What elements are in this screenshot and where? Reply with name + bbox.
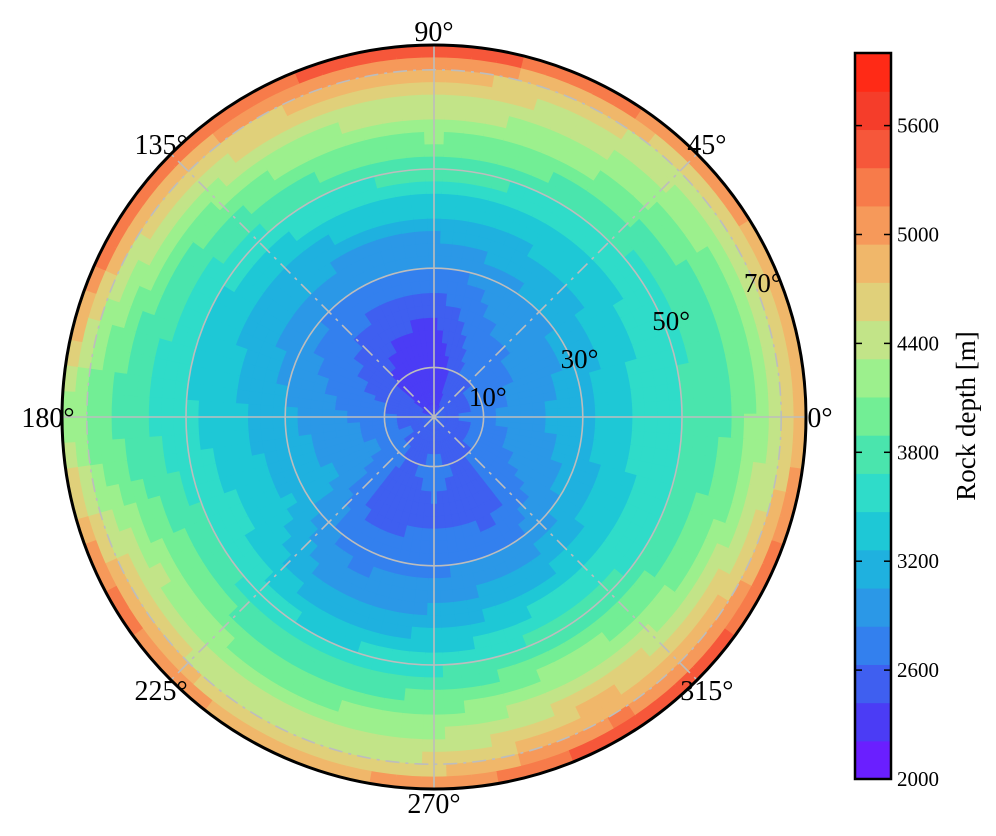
colorbar-band bbox=[855, 435, 891, 474]
polar-grid bbox=[62, 45, 806, 789]
colorbar-bands bbox=[855, 53, 891, 780]
colorbar-tick-label: 2600 bbox=[897, 658, 939, 682]
azimuth-gridline bbox=[170, 153, 435, 418]
colorbar-band bbox=[855, 702, 891, 742]
azimuth-label: 135° bbox=[134, 130, 187, 161]
azimuth-label: 0° bbox=[807, 403, 832, 434]
colorbar-label: Rock depth [m] bbox=[951, 331, 981, 500]
radial-label: 70° bbox=[744, 268, 782, 298]
colorbar-band bbox=[855, 549, 891, 589]
polar-outer-boundary bbox=[60, 43, 808, 791]
colorbar-tick-label: 3200 bbox=[897, 549, 939, 573]
azimuth-label: 45° bbox=[687, 130, 726, 161]
colorbar-tick-label: 3800 bbox=[897, 440, 939, 464]
azimuth-label: 180° bbox=[21, 403, 74, 434]
azimuth-label: 90° bbox=[414, 17, 453, 48]
radial-label: 50° bbox=[652, 306, 690, 336]
colorbar-band bbox=[855, 511, 891, 551]
colorbar-band bbox=[855, 205, 891, 245]
colorbar-band bbox=[855, 473, 891, 513]
radial-labels: 10° 30° 50° 70° bbox=[469, 268, 782, 412]
colorbar: 2000 2600 3200 3800 4400 5000 5600 Rock depth … bbox=[853, 51, 981, 791]
colorbar-ticks: 2000 2600 3200 3800 4400 5000 5600 bbox=[855, 114, 939, 791]
colorbar-band bbox=[855, 91, 891, 131]
colorbar-band bbox=[855, 129, 891, 169]
azimuth-labels: 0° 45° 90° 135° 180° 225° 270° 315° bbox=[21, 17, 832, 820]
colorbar-band bbox=[855, 320, 891, 360]
colorbar-band bbox=[855, 587, 891, 627]
colorbar-tick-label: 5600 bbox=[897, 114, 939, 138]
colorbar-band bbox=[855, 740, 891, 780]
colorbar-band bbox=[855, 53, 891, 92]
radial-label: 10° bbox=[469, 382, 507, 412]
azimuth-gridline bbox=[170, 416, 435, 681]
azimuth-gridline bbox=[433, 416, 698, 681]
colorbar-band bbox=[855, 282, 891, 322]
azimuth-label: 270° bbox=[407, 789, 460, 820]
colorbar-band bbox=[855, 396, 891, 436]
colorbar-tick-label: 2000 bbox=[897, 767, 939, 791]
colorbar-frame bbox=[853, 51, 893, 781]
colorbar-band bbox=[855, 244, 891, 283]
colorbar-band bbox=[855, 626, 891, 665]
azimuth-label: 315° bbox=[680, 676, 733, 707]
azimuth-label: 225° bbox=[134, 676, 187, 707]
radial-label: 30° bbox=[561, 344, 599, 374]
colorbar-tick-label: 5000 bbox=[897, 223, 939, 247]
colorbar-tick-label: 4400 bbox=[897, 331, 939, 355]
colorbar-band bbox=[855, 358, 891, 398]
colorbar-band bbox=[855, 167, 891, 207]
azimuth-gridline bbox=[433, 153, 698, 418]
